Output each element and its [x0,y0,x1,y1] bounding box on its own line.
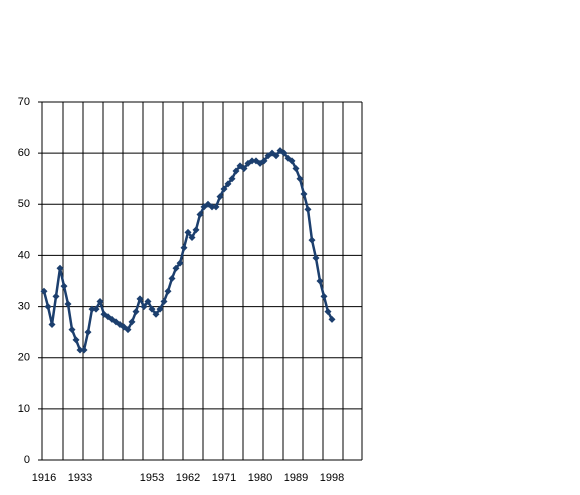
data-marker [196,211,204,219]
data-marker [320,292,328,300]
data-marker [132,308,140,316]
x-tick-label: 1933 [68,472,92,484]
data-marker [52,292,60,300]
data-marker [88,305,96,313]
data-marker [128,318,136,326]
data-marker [44,303,52,311]
y-tick-label: 40 [18,249,30,261]
data-marker [60,282,68,290]
data-marker [272,152,280,160]
data-marker [216,193,224,201]
x-tick-label: 1953 [140,472,164,484]
data-marker [324,308,332,316]
data-marker [40,287,48,295]
data-marker [292,164,300,172]
y-tick-label: 50 [18,198,30,210]
data-marker [280,149,288,157]
data-marker [180,244,188,252]
data-marker [152,310,160,318]
data-marker [312,254,320,262]
data-marker [308,236,316,244]
data-marker [76,346,84,354]
data-marker [168,274,176,282]
data-marker [64,300,72,308]
data-marker [296,175,304,183]
y-tick-label: 70 [18,96,30,108]
y-tick-label: 10 [18,403,30,415]
data-marker [136,295,144,303]
data-marker [124,326,132,334]
data-marker [208,203,216,211]
data-line [42,148,334,352]
data-marker [316,277,324,285]
data-marker [144,297,152,305]
data-marker [288,157,296,165]
x-tick-label: 1971 [212,472,236,484]
data-marker [148,305,156,313]
data-marker [240,164,248,172]
data-marker [172,264,180,272]
x-tick-label: 1998 [320,472,344,484]
data-marker [156,305,164,313]
y-tick-label: 20 [18,352,30,364]
data-marker [140,303,148,311]
x-tick-label: 1962 [176,472,200,484]
data-marker [68,326,76,334]
data-marker [176,259,184,267]
data-marker [260,157,268,165]
data-marker [160,297,168,305]
data-marker [72,336,80,344]
data-marker [184,228,192,236]
data-marker [92,305,100,313]
data-marker [224,180,232,188]
y-tick-label: 0 [24,454,30,466]
data-marker [248,157,256,165]
y-tick-label: 60 [18,147,30,159]
data-marker [188,234,196,242]
data-marker [304,205,312,213]
data-marker [48,320,56,328]
data-marker [232,167,240,175]
x-tick-label: 1980 [248,472,272,484]
data-marker [56,264,64,272]
data-marker [228,175,236,183]
x-tick-label: 1989 [284,472,308,484]
x-tick-label: 1916 [32,472,56,484]
data-marker [96,297,104,305]
data-marker [84,328,92,336]
y-tick-label: 30 [18,300,30,312]
data-marker [220,185,228,193]
data-marker [164,287,172,295]
data-marker [192,226,200,234]
data-marker [80,346,88,354]
data-marker [300,190,308,198]
data-marker [212,203,220,211]
data-marker [328,315,336,323]
